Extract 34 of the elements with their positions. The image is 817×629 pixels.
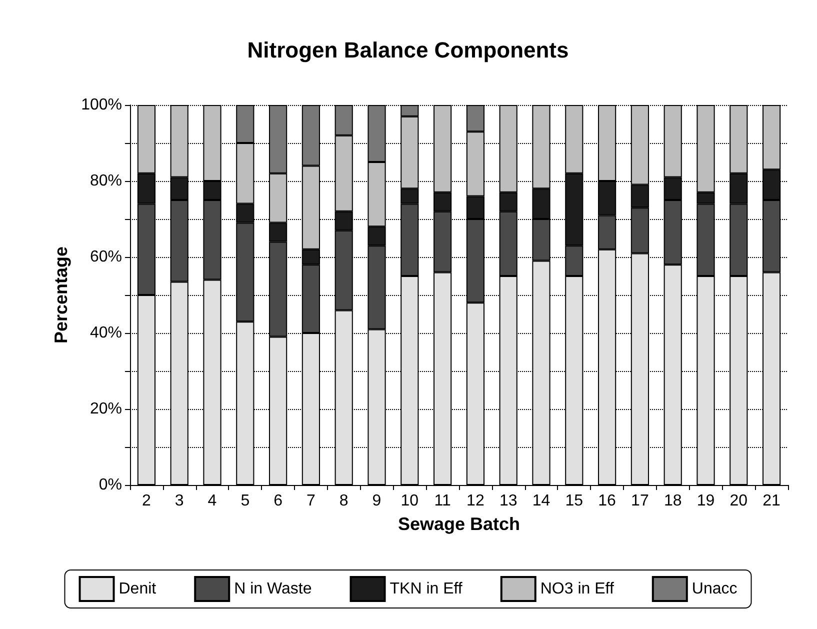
x-tick-label: 17 [631,492,649,510]
x-tick-label: 10 [400,492,419,510]
x-tick-label: 14 [532,492,550,510]
legend-label: N in Waste [234,580,312,598]
x-tick-label: 6 [274,492,283,510]
y-axis-title: Percentage [51,246,72,344]
x-tick-label: 21 [762,492,781,510]
x-tick-label: 9 [372,492,382,510]
x-tick-label: 8 [339,492,348,510]
x-tick-label: 5 [240,492,250,510]
x-tick-label: 18 [664,492,682,510]
x-tick-label: 20 [730,492,748,510]
x-tick-label: 16 [598,492,616,510]
y-tick-label: 100% [81,96,122,114]
legend-label: Denit [118,580,157,598]
y-tick-label: 80% [90,172,122,190]
y-tick-label: 40% [90,324,122,342]
x-tick-label: 2 [142,492,151,510]
chart-title: Nitrogen Balance Components [247,38,569,62]
x-tick-label: 4 [208,492,217,510]
x-tick-label: 3 [174,492,184,510]
x-tick-label: 12 [466,492,484,510]
legend-label: NO3 in Eff [540,580,614,598]
legend-label: TKN in Eff [390,580,463,598]
x-tick-label: 15 [565,492,584,510]
x-tick-label: 11 [434,492,451,510]
x-tick-label: 19 [696,492,715,510]
x-tick-label: 7 [306,492,316,510]
legend-label: Unacc [692,580,738,598]
x-tick-label: 13 [499,492,518,510]
y-tick-label: 60% [90,248,122,266]
y-tick-label: 20% [90,400,122,418]
y-tick-label: 0% [98,476,122,494]
x-axis-title: Sewage Batch [398,514,520,534]
